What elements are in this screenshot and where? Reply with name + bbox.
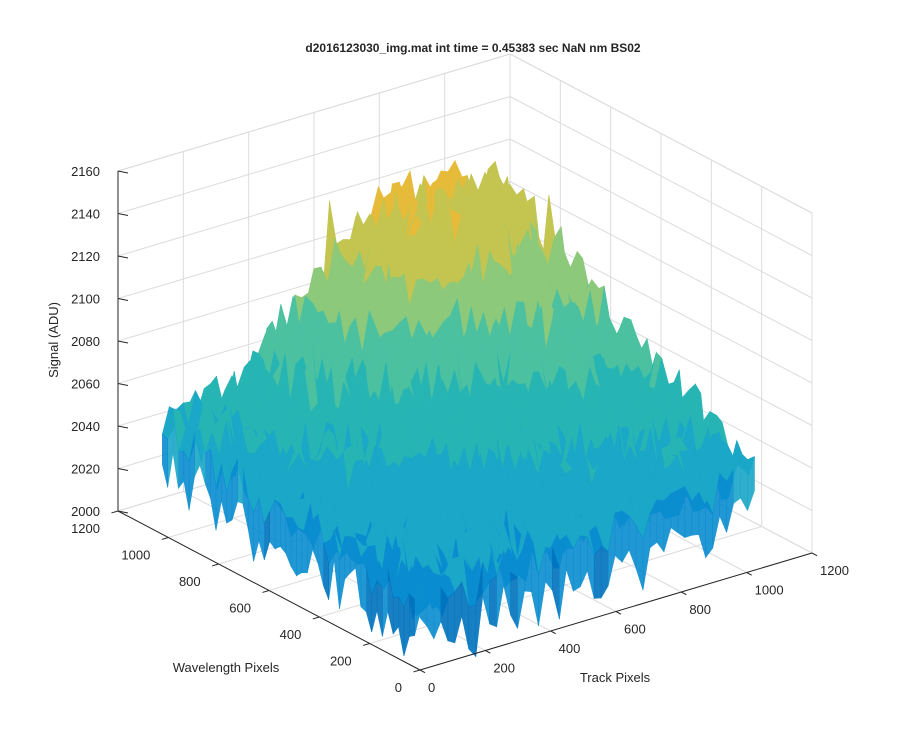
- z-tick-label: 2100: [71, 292, 100, 307]
- z-tick-label: 2060: [71, 377, 100, 392]
- surface-skirt-front: [433, 586, 442, 639]
- surface-skirt-left: [398, 596, 405, 657]
- tick-labels: 0 200 400 600 800 1000 1200 0 200 400 600 800 1000 12…: [71, 164, 849, 695]
- z-tick-label: 2160: [71, 164, 100, 179]
- z-tick-mark: [117, 510, 129, 514]
- surface-skirt-left: [274, 499, 281, 550]
- y-tick-label: 1000: [121, 548, 150, 563]
- surface-skirt-left: [183, 450, 190, 511]
- x-tick-mark: [550, 630, 556, 635]
- grid-line-back-z: [117, 138, 511, 257]
- surface-skirt-left: [392, 596, 399, 635]
- surface-skirt-front: [545, 547, 553, 592]
- x-axis-label: Track Pixels: [580, 670, 651, 685]
- surface-skirt-left: [344, 536, 351, 580]
- surface-skirt-left: [296, 526, 303, 577]
- z-tick-label: 2040: [71, 419, 100, 434]
- x-tick-mark: [811, 552, 818, 557]
- surface-skirt-left: [204, 448, 211, 499]
- y-tick-mark: [312, 616, 320, 620]
- x-tick-mark: [615, 611, 622, 615]
- z-tick-mark: [117, 468, 129, 471]
- surface-skirt-left: [349, 536, 356, 574]
- z-axis-label: Signal (ADU): [46, 302, 61, 378]
- y-tick-mark: [413, 669, 421, 673]
- x-tick-label: 1000: [755, 583, 784, 598]
- surface-skirt-front: [740, 454, 748, 511]
- surface-skirt-front: [510, 571, 518, 629]
- z-tick-label: 2020: [71, 462, 100, 477]
- y-tick-mark: [211, 563, 219, 567]
- box-edge: [117, 53, 511, 172]
- x-tick-label: 1200: [820, 563, 849, 578]
- y-axis-label: Wavelength Pixels: [173, 660, 280, 675]
- y-tick-label: 200: [330, 654, 352, 669]
- box-edge: [509, 53, 813, 214]
- surface-skirt-front: [747, 456, 755, 511]
- y-tick-mark: [362, 643, 370, 646]
- surface-skirt-front: [419, 583, 428, 628]
- x-tick-mark: [681, 591, 687, 596]
- z-tick-mark: [117, 213, 129, 216]
- z-tick-label: 2000: [71, 504, 100, 519]
- y-tick-label: 0: [395, 680, 402, 695]
- surface-skirt-left: [301, 529, 308, 574]
- surface-skirt-front: [719, 472, 727, 533]
- surface-skirt-front: [614, 510, 623, 563]
- y-tick-mark: [111, 510, 119, 514]
- y-tick-label: 600: [229, 601, 251, 616]
- z-tick-mark: [117, 170, 129, 174]
- surface-skirt-left: [162, 433, 168, 488]
- surface-skirt-left: [312, 513, 319, 564]
- y-tick-label: 400: [280, 627, 302, 642]
- grid-line-side-z: [509, 96, 813, 256]
- surface-skirt-front: [621, 510, 630, 564]
- chart-title: d2016123030_img.mat int time = 0.45383 s…: [305, 41, 641, 55]
- surface-skirt-front: [663, 492, 672, 552]
- grid-line-side-z: [509, 181, 813, 341]
- x-tick-mark: [419, 669, 426, 674]
- surface-skirt-left: [408, 593, 415, 637]
- surface-skirt-front: [656, 499, 665, 553]
- x-tick-label: 0: [428, 680, 435, 695]
- y-tick-label: 800: [179, 574, 201, 589]
- x-tick-label: 400: [559, 641, 581, 656]
- surface-skirt-front: [468, 605, 477, 658]
- z-tick-label: 2140: [71, 207, 100, 222]
- surface-skirt-front: [677, 486, 686, 539]
- surface-skirt-left: [376, 580, 383, 637]
- z-tick-mark: [117, 383, 129, 386]
- y-tick-mark: [262, 590, 270, 593]
- grid-line-side-z: [509, 138, 813, 299]
- surface-skirt-front: [489, 575, 498, 628]
- z-tick-label: 2080: [71, 334, 100, 349]
- x-tick-label: 600: [624, 622, 646, 637]
- z-tick-mark: [117, 425, 129, 429]
- x-tick-label: 200: [493, 661, 515, 676]
- y-tick-mark: [161, 537, 169, 540]
- grid-line-back-z: [117, 96, 511, 214]
- surface-skirt-front: [600, 546, 609, 599]
- z-tick-mark: [117, 298, 129, 301]
- x-tick-mark: [746, 572, 752, 576]
- surface-skirt-left: [194, 428, 201, 477]
- x-tick-mark: [485, 650, 491, 654]
- z-tick-mark: [117, 255, 129, 259]
- z-tick-label: 2120: [71, 249, 100, 264]
- surface-skirt-front: [447, 591, 456, 644]
- surface-skirt-front: [705, 505, 714, 559]
- surface-skirt-front: [593, 545, 602, 599]
- x-tick-label: 800: [689, 602, 711, 617]
- surface-plot: [161, 159, 755, 658]
- y-tick-label: 1200: [71, 521, 100, 536]
- surface-skirt-left: [237, 458, 244, 504]
- surface-skirt-front: [426, 583, 435, 639]
- z-tick-mark: [117, 340, 129, 344]
- surface-skirt-front: [670, 489, 679, 534]
- surface-skirt-front: [454, 581, 463, 643]
- surface-skirt-front: [524, 548, 532, 593]
